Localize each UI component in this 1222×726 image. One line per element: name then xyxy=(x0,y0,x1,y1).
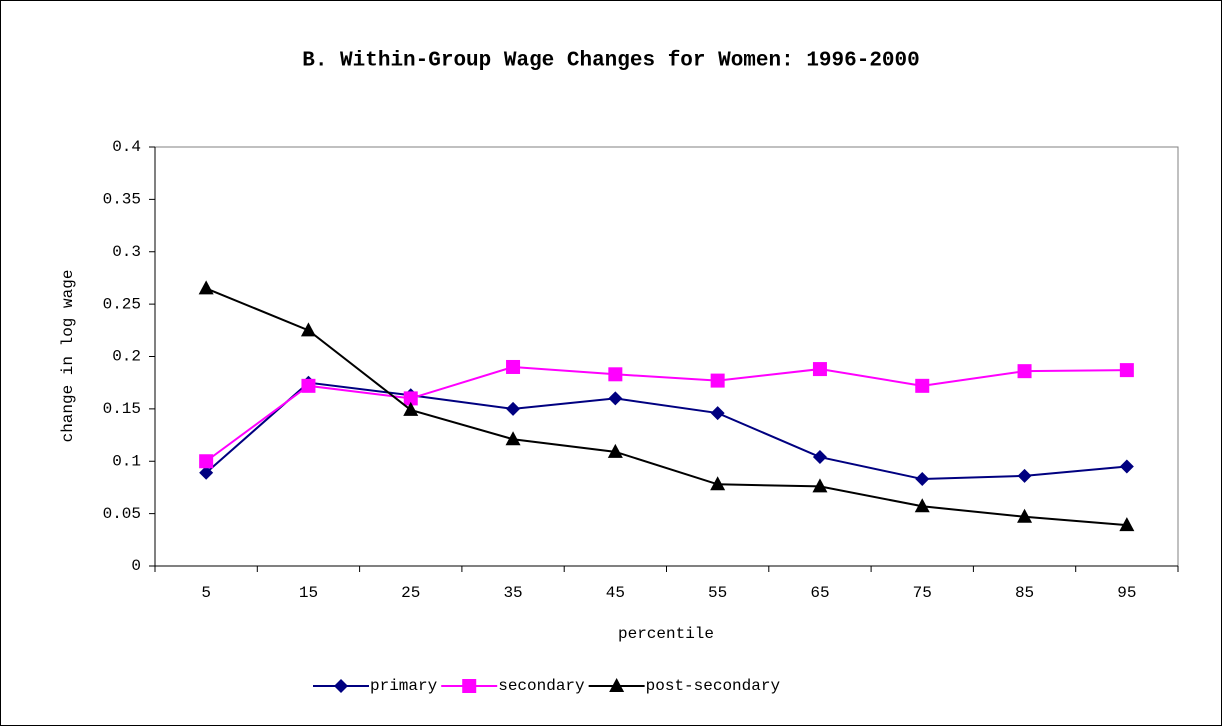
x-axis-label: percentile xyxy=(618,625,714,643)
data-point xyxy=(198,280,214,295)
y-tick-label: 0 xyxy=(131,557,141,575)
legend-label: post-secondary xyxy=(646,677,781,695)
x-tick-label: 45 xyxy=(606,584,625,602)
y-tick-label: 0.25 xyxy=(103,295,141,313)
legend-label: primary xyxy=(370,677,438,695)
y-tick-label: 0.1 xyxy=(112,452,141,470)
x-tick-label: 85 xyxy=(1015,584,1034,602)
x-tick-label: 5 xyxy=(201,584,211,602)
data-point xyxy=(710,373,725,388)
series-line xyxy=(205,365,1127,463)
data-point xyxy=(199,454,214,469)
data-point xyxy=(812,450,827,465)
data-point xyxy=(1119,459,1134,474)
x-tick-label: 35 xyxy=(503,584,522,602)
x-tick-label: 95 xyxy=(1117,584,1136,602)
data-point xyxy=(710,476,726,491)
y-axis-label: change in log wage xyxy=(59,270,77,443)
data-point xyxy=(608,391,623,406)
data-point xyxy=(710,406,725,421)
data-point xyxy=(915,378,930,393)
data-point xyxy=(1017,364,1032,379)
data-point xyxy=(914,498,930,513)
data-point xyxy=(505,431,521,446)
data-point xyxy=(403,401,419,416)
y-tick-label: 0.4 xyxy=(112,138,141,156)
data-point xyxy=(608,367,623,382)
data-point xyxy=(301,378,316,393)
legend-marker xyxy=(609,678,625,692)
data-point xyxy=(1119,363,1134,378)
legend-marker xyxy=(334,679,348,693)
data-point xyxy=(1017,508,1033,523)
x-tick-label: 25 xyxy=(401,584,420,602)
data-point xyxy=(506,359,521,374)
x-tick-label: 15 xyxy=(299,584,318,602)
legend-marker xyxy=(462,679,477,693)
chart-title: B. Within-Group Wage Changes for Women: … xyxy=(302,50,920,73)
data-point xyxy=(506,401,521,416)
data-point xyxy=(1017,468,1032,483)
y-tick-label: 0.15 xyxy=(103,400,141,418)
legend-label: secondary xyxy=(498,677,585,695)
x-tick-label: 65 xyxy=(810,584,829,602)
y-tick-label: 0.2 xyxy=(112,348,141,366)
y-tick-label: 0.35 xyxy=(103,191,141,209)
series-line xyxy=(205,287,1127,527)
y-tick-label: 0.3 xyxy=(112,243,141,261)
y-tick-label: 0.05 xyxy=(103,505,141,523)
data-point xyxy=(199,465,214,480)
data-point xyxy=(1119,517,1135,532)
x-tick-label: 55 xyxy=(708,584,727,602)
data-point xyxy=(300,322,316,337)
data-point xyxy=(812,362,827,377)
data-point xyxy=(915,472,930,487)
data-point xyxy=(607,443,623,458)
data-point xyxy=(812,478,828,493)
data-point xyxy=(403,391,418,406)
series-line xyxy=(205,381,1127,481)
x-tick-label: 75 xyxy=(913,584,932,602)
